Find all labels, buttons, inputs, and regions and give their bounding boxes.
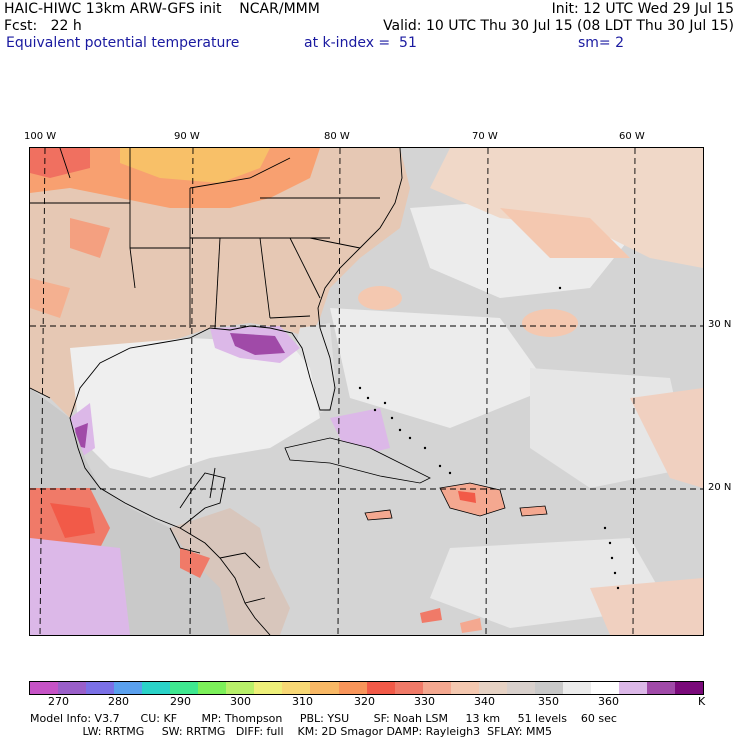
colorbar-swatch (675, 682, 704, 694)
colorbar-swatch (310, 682, 339, 694)
colorbar-swatch (86, 682, 115, 694)
colorbar-label: 310 (292, 695, 313, 708)
colorbar-swatch (366, 682, 395, 694)
colorbar-label: 300 (230, 695, 251, 708)
colorbar-swatch (562, 682, 591, 694)
colorbar-swatch (618, 682, 648, 694)
colorbar-label: 290 (170, 695, 191, 708)
colorbar-swatch (58, 682, 87, 694)
colorbar-swatch (226, 682, 255, 694)
forecast-hour: Fcst: 22 h (4, 18, 82, 34)
colorbar-swatch (478, 682, 507, 694)
lat-label-30n: 30 N (708, 319, 732, 330)
colorbar-swatch (534, 682, 563, 694)
colorbar-unit: K (698, 695, 706, 708)
colorbar-swatch (450, 682, 479, 694)
colorbar-swatch (282, 682, 311, 694)
model-title: HAIC-HIWC 13km ARW-GFS init NCAR/MMM (4, 1, 320, 17)
map-graphic (30, 148, 703, 635)
lon-label-100w: 100 W (24, 131, 57, 142)
lon-label-90w: 90 W (174, 131, 200, 142)
colorbar-swatch (338, 682, 367, 694)
colorbar-label: 280 (108, 695, 129, 708)
colorbar-label: 320 (354, 695, 375, 708)
colorbar-swatch (647, 682, 676, 694)
model-info-line2: LW: RRTMG SW: RRTMG DIFF: full KM: 2D Sm… (30, 725, 552, 738)
color-scale-bar (29, 681, 704, 695)
colorbar-swatch (422, 682, 451, 694)
colorbar-swatch (506, 682, 535, 694)
theta-e-map (29, 147, 704, 636)
model-info-line1: Model Info: V3.7 CU: KF MP: Thompson PBL… (30, 712, 617, 725)
colorbar-swatch (114, 682, 143, 694)
colorbar-label: 270 (48, 695, 69, 708)
valid-time: Valid: 10 UTC Thu 30 Jul 15 (08 LDT Thu … (383, 18, 734, 34)
smoothing: sm= 2 (578, 35, 625, 51)
colorbar-swatch (254, 682, 283, 694)
colorbar-swatch (142, 682, 171, 694)
colorbar-swatch (170, 682, 199, 694)
colorbar-swatch (30, 682, 59, 694)
colorbar-swatch (198, 682, 227, 694)
lon-label-70w: 70 W (472, 131, 498, 142)
colorbar-label: 360 (598, 695, 619, 708)
lat-label-20n: 20 N (708, 482, 732, 493)
colorbar-label: 350 (538, 695, 559, 708)
colorbar-label: 340 (474, 695, 495, 708)
field-name: Equivalent potential temperature (6, 35, 240, 51)
colorbar-label: 330 (414, 695, 435, 708)
lon-label-60w: 60 W (619, 131, 645, 142)
colorbar-swatch (394, 682, 423, 694)
level-index: at k-index = 51 (304, 35, 417, 51)
lon-label-80w: 80 W (324, 131, 350, 142)
init-time: Init: 12 UTC Wed 29 Jul 15 (551, 1, 734, 17)
colorbar-swatch (590, 682, 619, 694)
